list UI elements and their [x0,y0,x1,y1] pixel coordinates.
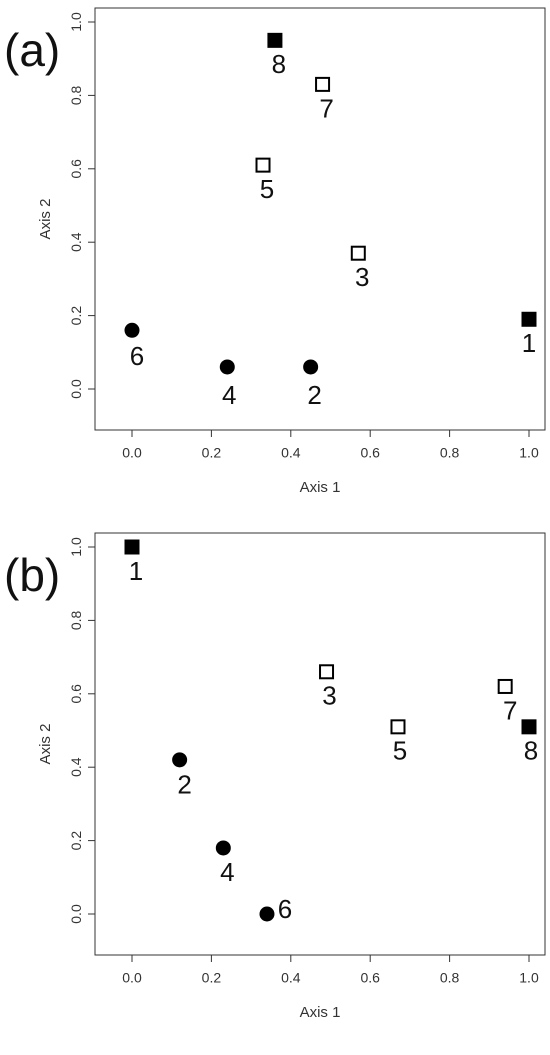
y-tick-label: 0.8 [68,610,84,630]
point-label-5: 5 [260,174,274,204]
point-marker-5 [255,157,271,173]
scatter-plot-b: 0.0 0.2 0.4 0.6 0.8 1.0 0.0 0.2 0.4 0.6 0.8 1.0 Axis… [4,532,546,1021]
plot-area: 0.0 0.2 0.4 0.6 0.8 1.0 0.0 0.2 0.4 0.6 0.8 1.0 Axis… [37,7,546,496]
point-label-7: 7 [319,93,333,123]
point-marker-4 [219,359,235,375]
y-axis-title: Axis 2 [37,199,54,240]
y-tick-label: 1.0 [68,537,84,557]
x-tick-label: 0.8 [440,969,460,985]
point-marker-7 [497,678,513,694]
y-tick-label: 1.0 [68,12,84,32]
y-tick-label: 0.0 [68,904,84,924]
y-tick-label: 0.8 [68,85,84,105]
point-marker-8 [267,32,283,48]
x-tick-label: 0.2 [202,969,222,985]
x-tick-label: 0.4 [281,969,301,985]
point-label-3: 3 [355,262,369,292]
point-label-5: 5 [393,736,407,766]
y-tick-label: 0.6 [68,684,84,704]
point-label-2: 2 [177,770,191,800]
point-marker-7 [315,76,331,92]
scatter-panel-b: 0.0 0.2 0.4 0.6 0.8 1.0 0.0 0.2 0.4 0.6 0.8 1.0 Axis… [0,525,550,1050]
x-axis-title: Axis 1 [300,479,341,496]
point-marker-1 [521,311,537,327]
scatter-plot-a: 0.0 0.2 0.4 0.6 0.8 1.0 0.0 0.2 0.4 0.6 0.8 1.0 Axis… [4,7,546,496]
point-label-1: 1 [129,556,143,586]
x-axis-title: Axis 1 [300,1004,341,1021]
y-tick-label: 0.4 [68,232,84,252]
point-label-1: 1 [522,328,536,358]
y-tick-label: 0.0 [68,379,84,399]
point-marker-4 [215,840,231,856]
point-label-7: 7 [503,695,517,725]
point-label-8: 8 [524,736,538,766]
panel-label: (a) [4,24,60,76]
point-label-4: 4 [220,857,234,887]
point-label-8: 8 [272,49,286,79]
point-marker-2 [172,752,188,768]
point-label-6: 6 [278,894,292,924]
x-tick-label: 0.2 [202,444,222,460]
point-marker-1 [124,539,140,555]
x-tick-label: 0.4 [281,444,301,460]
point-marker-6 [259,906,275,922]
x-tick-label: 0.0 [122,969,142,985]
point-marker-3 [319,664,335,680]
y-tick-label: 0.2 [68,831,84,851]
plot-frame [94,7,546,431]
point-marker-8 [521,719,537,735]
y-tick-label: 0.4 [68,757,84,777]
point-label-2: 2 [307,380,321,410]
point-label-6: 6 [130,341,144,371]
point-marker-5 [390,719,406,735]
y-tick-label: 0.6 [68,159,84,179]
point-label-4: 4 [222,380,236,410]
x-tick-label: 1.0 [519,444,539,460]
x-tick-label: 0.6 [360,444,380,460]
x-tick-label: 0.8 [440,444,460,460]
scatter-panel-a: 0.0 0.2 0.4 0.6 0.8 1.0 0.0 0.2 0.4 0.6 0.8 1.0 Axis… [0,0,550,525]
point-marker-6 [124,322,140,338]
point-marker-3 [350,245,366,261]
plot-area: 0.0 0.2 0.4 0.6 0.8 1.0 0.0 0.2 0.4 0.6 0.8 1.0 Axis… [37,532,546,1021]
y-axis-title: Axis 2 [37,724,54,765]
point-marker-2 [303,359,319,375]
plot-frame [94,532,546,956]
x-tick-label: 0.6 [360,969,380,985]
x-tick-label: 0.0 [122,444,142,460]
y-tick-label: 0.2 [68,306,84,326]
x-tick-label: 1.0 [519,969,539,985]
point-label-3: 3 [322,681,336,711]
panel-label: (b) [4,549,60,601]
